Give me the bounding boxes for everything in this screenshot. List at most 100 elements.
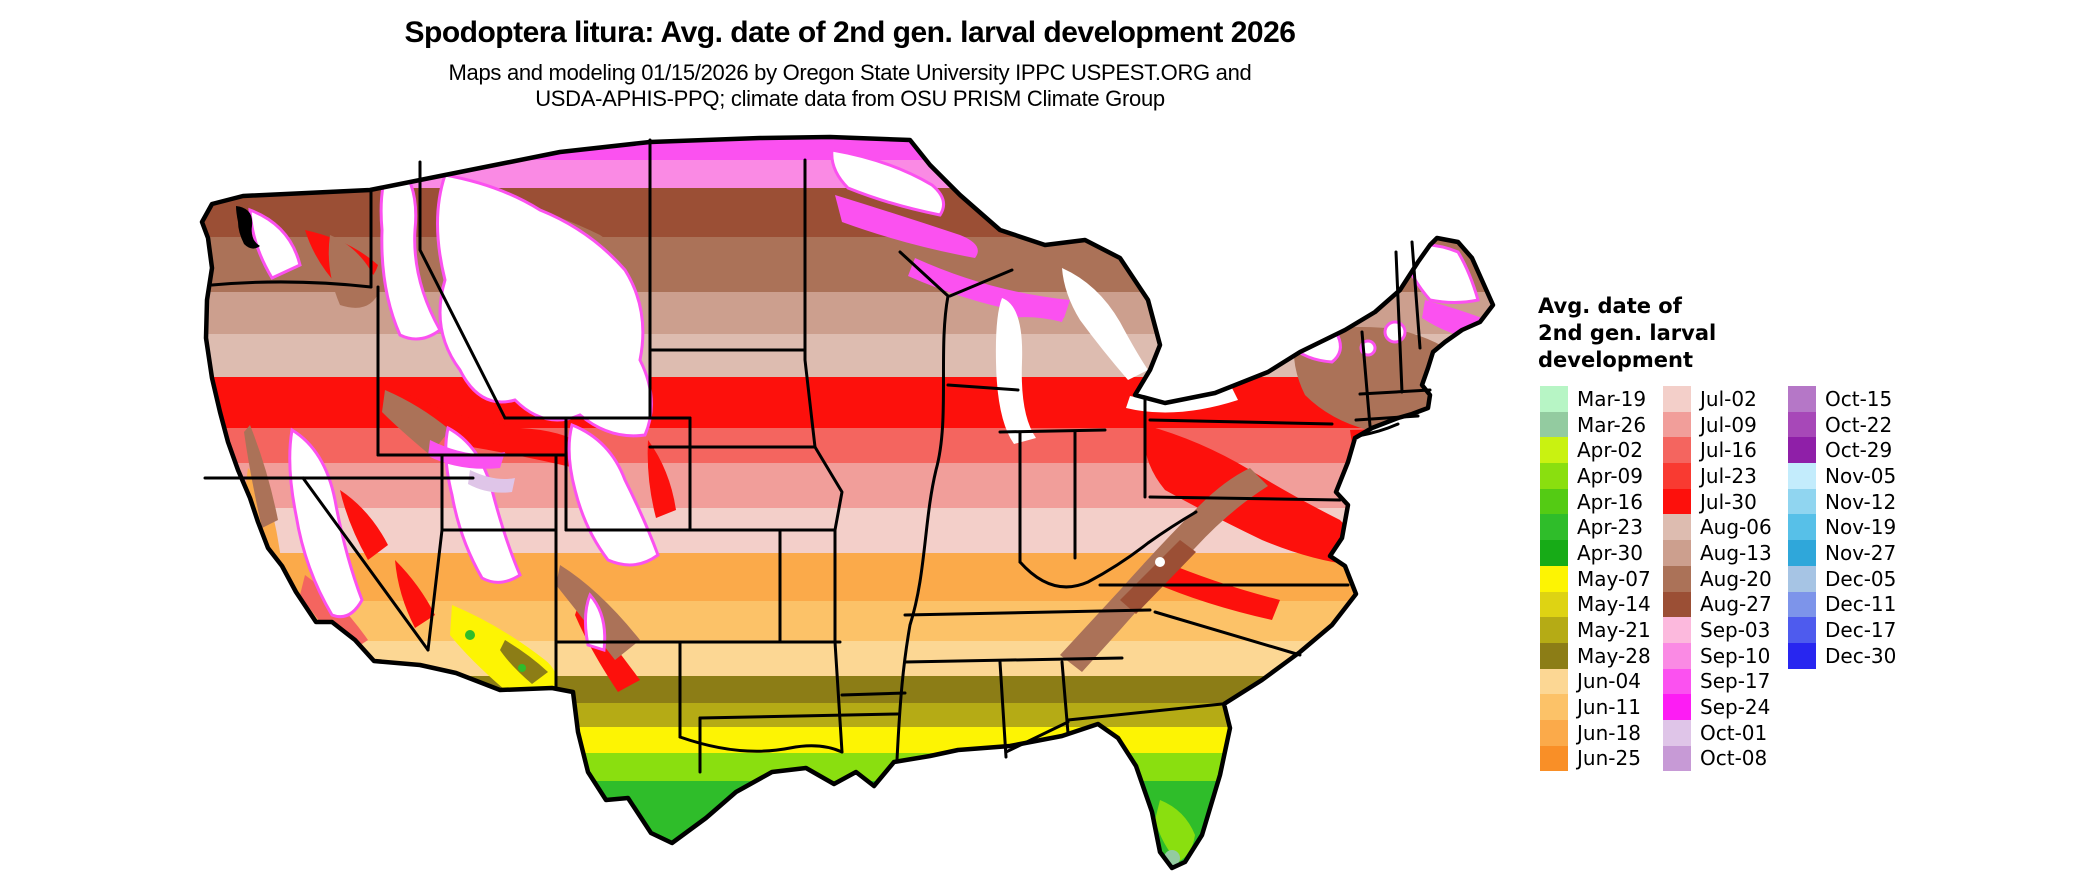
legend-label: Oct-01 bbox=[1700, 720, 1768, 745]
legend-label: Oct-29 bbox=[1825, 438, 1893, 463]
lake-ontario bbox=[1200, 350, 1274, 368]
legend-item: Nov-27 bbox=[1788, 540, 1896, 566]
legend-item: Mar-19 bbox=[1540, 386, 1651, 412]
legend-swatch bbox=[1788, 617, 1816, 643]
date-band bbox=[202, 676, 1493, 703]
legend-swatch bbox=[1540, 463, 1568, 489]
patch-ca-valley-core bbox=[258, 560, 280, 626]
legend-label: Nov-05 bbox=[1825, 463, 1897, 488]
legend-label: Jun-04 bbox=[1577, 669, 1641, 694]
patch-sfl-ygreen bbox=[1155, 800, 1195, 862]
legend-item: Jul-30 bbox=[1663, 488, 1772, 515]
legend-label: Apr-09 bbox=[1577, 463, 1643, 488]
state-borders bbox=[203, 138, 1432, 774]
legend-swatch bbox=[1540, 565, 1568, 592]
legend-item: May-07 bbox=[1540, 565, 1651, 592]
patch-or-brown bbox=[328, 235, 380, 308]
legend-item: May-28 bbox=[1540, 642, 1651, 669]
legend-swatch bbox=[1788, 463, 1816, 489]
legend-label: Jul-23 bbox=[1700, 463, 1757, 488]
legend-label: Jul-16 bbox=[1700, 438, 1757, 463]
legend-item: Apr-16 bbox=[1540, 488, 1651, 515]
legend-label: Apr-16 bbox=[1577, 489, 1643, 514]
patch-nv-brown bbox=[382, 390, 450, 455]
legend-item: Jun-11 bbox=[1540, 694, 1651, 720]
legend-swatch bbox=[1540, 642, 1568, 669]
subtitle-line-2: USDA-APHIS-PPQ; climate data from OSU PR… bbox=[535, 86, 1165, 111]
legend-label: Aug-27 bbox=[1700, 592, 1772, 617]
legend-label: Sep-24 bbox=[1700, 695, 1771, 720]
legend-swatch bbox=[1663, 463, 1691, 489]
legend-swatch bbox=[1663, 642, 1691, 669]
legend-swatch bbox=[1663, 514, 1691, 541]
legend-label: Sep-03 bbox=[1700, 618, 1771, 643]
legend-label: Sep-17 bbox=[1700, 669, 1771, 694]
patch-id-lilac bbox=[468, 470, 515, 493]
legend-swatch bbox=[1663, 386, 1691, 412]
legend-item: Aug-06 bbox=[1663, 514, 1772, 541]
legend-item: Oct-22 bbox=[1788, 411, 1896, 438]
patch-az-green-1 bbox=[465, 630, 475, 640]
legend-item: Dec-30 bbox=[1788, 642, 1896, 669]
date-band bbox=[202, 641, 1493, 676]
legend-swatch bbox=[1788, 565, 1816, 592]
patch-mitten-magenta bbox=[1008, 299, 1068, 322]
legend-label: Jun-11 bbox=[1577, 695, 1641, 720]
legend-item: Jun-18 bbox=[1540, 719, 1651, 746]
lake-huron bbox=[1062, 268, 1148, 380]
legend-label: Jun-25 bbox=[1577, 746, 1641, 771]
legend-swatch bbox=[1540, 694, 1568, 720]
legend-swatch bbox=[1663, 411, 1691, 438]
legend-item: May-14 bbox=[1540, 591, 1651, 618]
legend-swatch bbox=[1788, 514, 1816, 541]
legend-label: May-07 bbox=[1577, 566, 1651, 591]
legend-item: Jun-04 bbox=[1540, 668, 1651, 695]
legend-item: Sep-03 bbox=[1663, 617, 1772, 643]
legend-swatch bbox=[1663, 565, 1691, 592]
legend-swatch bbox=[1788, 437, 1816, 464]
legend-item: Apr-30 bbox=[1540, 540, 1651, 566]
legend-label: Apr-02 bbox=[1577, 438, 1643, 463]
legend-label: May-21 bbox=[1577, 618, 1651, 643]
legend-item: Jul-02 bbox=[1663, 386, 1772, 412]
legend-label: Dec-11 bbox=[1825, 592, 1897, 617]
legend-swatch bbox=[1540, 591, 1568, 618]
legend-label: Oct-15 bbox=[1825, 386, 1893, 411]
patch-az-olive bbox=[500, 640, 548, 684]
legend-swatch bbox=[1540, 488, 1568, 515]
legend-swatch bbox=[1663, 617, 1691, 643]
legend-item: Nov-12 bbox=[1788, 488, 1897, 515]
legend-swatch bbox=[1540, 540, 1568, 566]
legend-label: Apr-30 bbox=[1577, 540, 1643, 565]
patch-appalachia-core bbox=[1120, 540, 1196, 614]
us-outline bbox=[199, 134, 1496, 871]
legend-item: Oct-29 bbox=[1788, 437, 1896, 464]
legend-swatch bbox=[1540, 668, 1568, 695]
patch-nrockies-white bbox=[436, 173, 653, 438]
legend-item: Oct-15 bbox=[1788, 386, 1896, 412]
date-band bbox=[202, 727, 1493, 753]
legend-item: Nov-19 bbox=[1788, 514, 1897, 541]
legend-swatch bbox=[1663, 591, 1691, 618]
legend-label: Jul-02 bbox=[1700, 386, 1757, 411]
legend-item: Oct-01 bbox=[1663, 719, 1772, 746]
legend-label: Nov-12 bbox=[1825, 489, 1897, 514]
legend-label: May-28 bbox=[1577, 643, 1651, 668]
legend-swatch bbox=[1540, 745, 1568, 772]
legend-label: Mar-19 bbox=[1577, 386, 1647, 411]
legend-label: Mar-26 bbox=[1577, 412, 1647, 437]
lake-michigan bbox=[995, 298, 1036, 444]
legend-swatch bbox=[1788, 642, 1816, 669]
legend-column-3: Oct-15 Oct-22 Oct-29 Nov-05 Nov-12 Nov-19 Nov-… bbox=[1788, 386, 1896, 669]
legend-item: Nov-05 bbox=[1788, 463, 1896, 489]
legend-label: Nov-19 bbox=[1825, 515, 1897, 540]
legend-swatch bbox=[1540, 719, 1568, 746]
legend-label: Dec-17 bbox=[1825, 618, 1897, 643]
legend-item: Sep-24 bbox=[1663, 694, 1772, 720]
legend-swatch bbox=[1663, 540, 1691, 566]
date-band bbox=[202, 781, 1493, 868]
legend: Avg. date of 2nd gen. larval development… bbox=[1538, 293, 1896, 772]
subtitle-line-1: Maps and modeling 01/15/2026 by Oregon S… bbox=[448, 60, 1252, 85]
